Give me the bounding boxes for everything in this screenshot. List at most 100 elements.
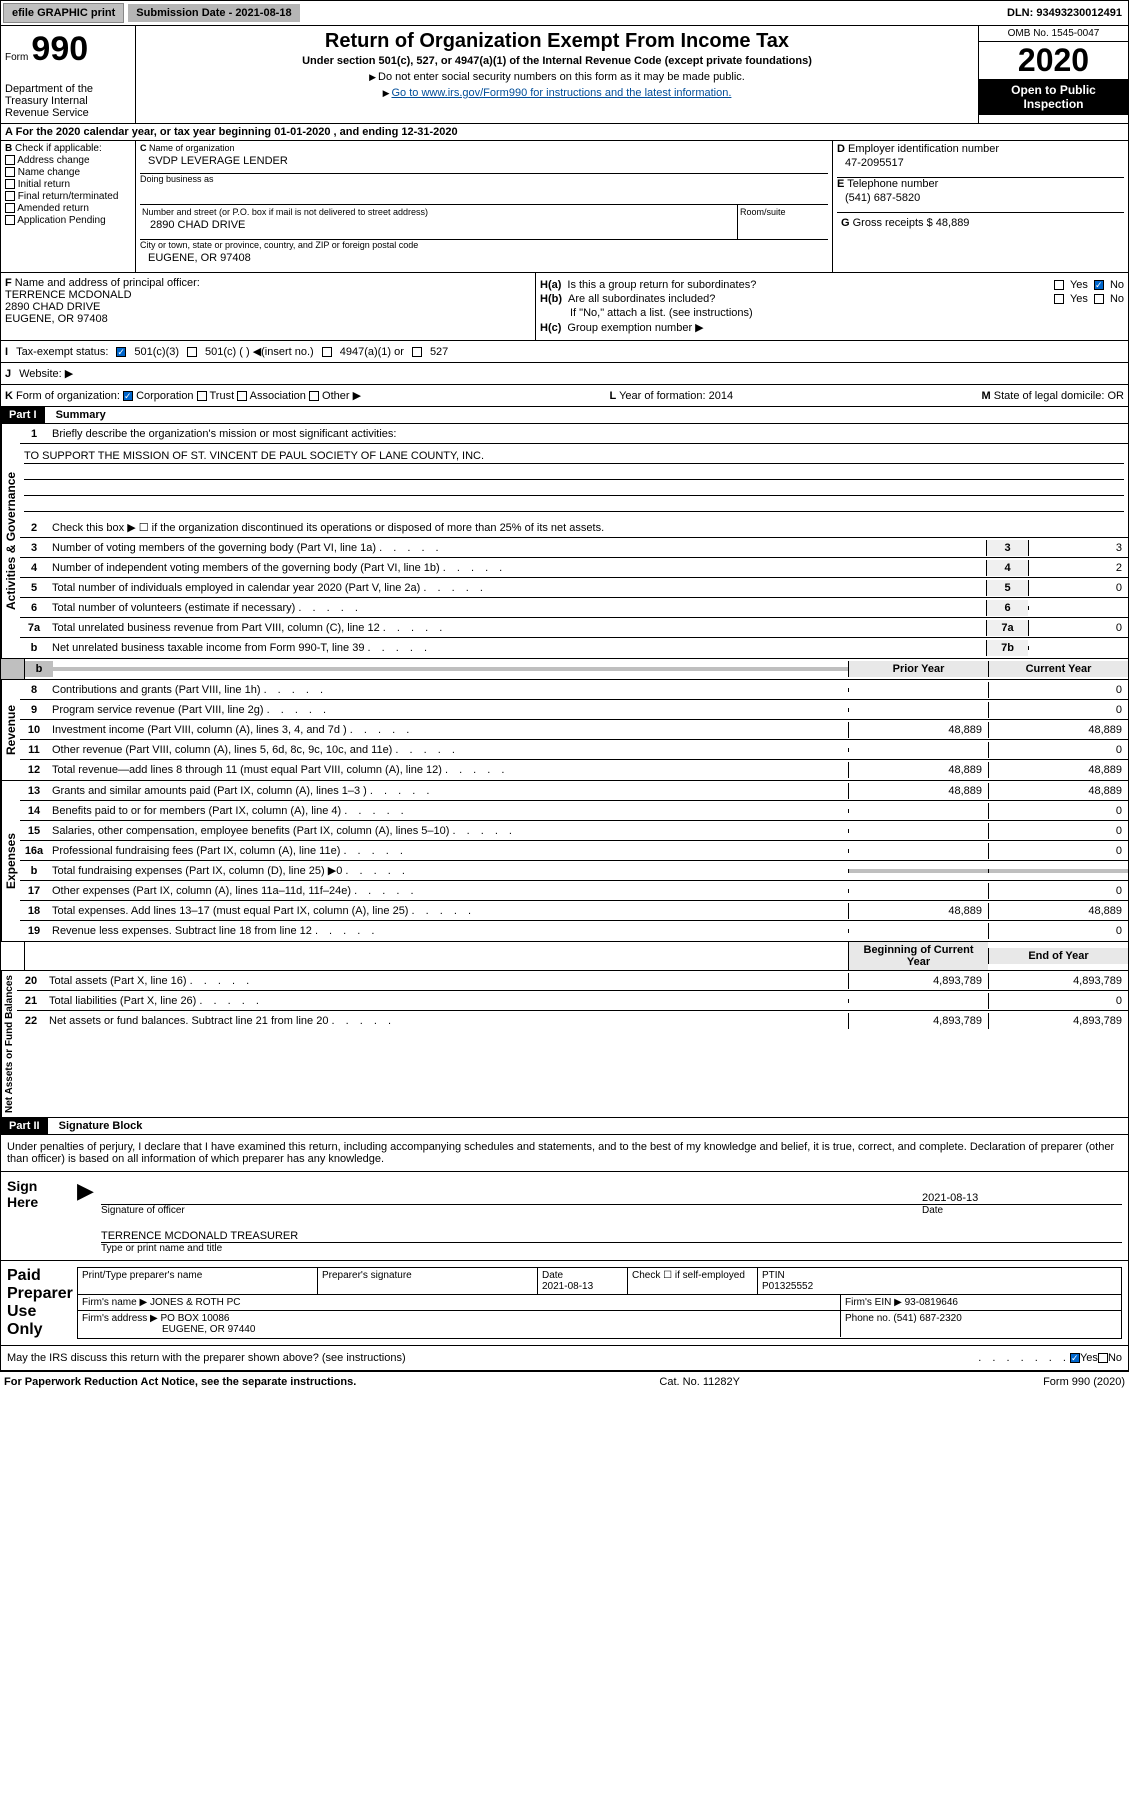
cb-amended[interactable]: Amended return [5, 203, 131, 214]
form-label: Form [5, 52, 28, 63]
cb-yes2[interactable] [1054, 294, 1064, 304]
part1-label: Part I [1, 407, 45, 423]
footer-cat: Cat. No. 11282Y [659, 1376, 740, 1388]
check-label: Check if applicable: [15, 143, 102, 154]
part2-label: Part II [1, 1118, 48, 1134]
officer-name: TERRENCE MCDONALD [5, 289, 132, 301]
firm-addr-label: Firm's address ▶ [82, 1313, 158, 1324]
cb-initial[interactable]: Initial return [5, 179, 131, 190]
part2-title: Signature Block [51, 1118, 151, 1134]
cb-no2[interactable] [1094, 294, 1104, 304]
vlabel-net: Net Assets or Fund Balances [1, 971, 17, 1117]
sign-here-label: Sign Here [7, 1178, 67, 1254]
h-a: Is this a group return for subordinates? [567, 279, 1048, 291]
part1-header: Part I Summary [0, 407, 1129, 424]
submission-date: Submission Date - 2021-08-18 [128, 4, 299, 22]
cb-discuss-yes[interactable] [1070, 1353, 1080, 1363]
footer-right: Form 990 (2020) [1043, 1376, 1125, 1388]
sig-officer-line[interactable] [101, 1192, 922, 1204]
cb-527[interactable] [412, 347, 422, 357]
opt-501c: 501(c) ( ) ◀(insert no.) [205, 345, 314, 358]
irs-link[interactable]: Go to www.irs.gov/Form990 for instructio… [391, 87, 731, 99]
org-name-label: Name of organization [149, 143, 235, 153]
sig-officer-label: Signature of officer [101, 1205, 922, 1216]
prep-date-label: Date [542, 1270, 563, 1281]
opt-501c3: 501(c)(3) [134, 346, 179, 358]
cb-yes[interactable] [1054, 280, 1064, 290]
section-a: A For the 2020 calendar year, or tax yea… [0, 124, 1129, 141]
cb-corp[interactable] [123, 391, 133, 401]
cb-discuss-no[interactable] [1098, 1353, 1108, 1363]
paid-preparer: Paid Preparer Use Only Print/Type prepar… [0, 1261, 1129, 1346]
cb-pending[interactable]: Application Pending [5, 215, 131, 226]
firm-city: EUGENE, OR 97440 [162, 1324, 255, 1335]
cb-final[interactable]: Final return/terminated [5, 191, 131, 202]
firm-ein: 93-0819646 [905, 1297, 958, 1308]
ein-label: Employer identification number [848, 143, 999, 155]
phone-val: (541) 687-2320 [893, 1313, 961, 1324]
street: 2890 CHAD DRIVE [150, 219, 735, 231]
cb-other[interactable] [309, 391, 319, 401]
end-year-hdr: End of Year [988, 948, 1128, 964]
k-label: Form of organization: [16, 390, 120, 402]
efile-print-button[interactable]: efile GRAPHIC print [3, 3, 124, 23]
officer-addr1: 2890 CHAD DRIVE [5, 301, 100, 313]
part1-governance: Activities & Governance 1Briefly describ… [0, 424, 1129, 659]
city: EUGENE, OR 97408 [148, 252, 828, 264]
street-label: Number and street (or P.O. box if mail i… [142, 207, 735, 217]
top-bar: efile GRAPHIC print Submission Date - 20… [0, 0, 1129, 26]
m-label: State of legal domicile: [994, 390, 1105, 402]
discuss-text: May the IRS discuss this return with the… [7, 1352, 978, 1364]
section-c: C Name of organization SVDP LEVERAGE LEN… [136, 141, 833, 272]
cb-4947[interactable] [322, 347, 332, 357]
cb-address[interactable]: Address change [5, 155, 131, 166]
note-link: Go to www.irs.gov/Form990 for instructio… [140, 87, 974, 99]
year-formation: 2014 [709, 390, 733, 402]
line2-text: Check this box ▶ ☐ if the organization d… [48, 519, 1128, 536]
prep-sig-label: Preparer's signature [318, 1268, 538, 1294]
cb-no[interactable] [1094, 280, 1104, 290]
opt-assoc: Association [250, 390, 306, 402]
opt-4947: 4947(a)(1) or [340, 346, 404, 358]
paid-preparer-label: Paid Preparer Use Only [7, 1267, 67, 1339]
part1-net: Net Assets or Fund Balances 20Total asse… [0, 971, 1129, 1118]
h-c: Group exemption number ▶ [567, 321, 703, 334]
form-subtitle: Under section 501(c), 527, or 4947(a)(1)… [140, 55, 974, 67]
phone: (541) 687-5820 [845, 192, 1124, 204]
check-self: Check ☐ if self-employed [628, 1268, 758, 1294]
footer: For Paperwork Reduction Act Notice, see … [0, 1371, 1129, 1392]
current-year-hdr: Current Year [988, 661, 1128, 677]
form-number: 990 [31, 30, 88, 68]
section-klm: K Form of organization: Corporation Trus… [0, 385, 1129, 407]
gross-label: Gross receipts $ [853, 217, 933, 229]
sig-date: 2021-08-13 [922, 1192, 1122, 1204]
l-label: Year of formation: [619, 390, 705, 402]
declaration: Under penalties of perjury, I declare th… [0, 1135, 1129, 1172]
section-f-h: F Name and address of principal officer:… [0, 273, 1129, 341]
row-bcde: B Check if applicable: Address change Na… [0, 141, 1129, 273]
tax-year: 2020 [979, 42, 1128, 79]
form-title: Return of Organization Exempt From Incom… [140, 30, 974, 53]
tax-year-line: For the 2020 calendar year, or tax year … [16, 126, 458, 138]
cb-501c[interactable] [187, 347, 197, 357]
line1-text: Briefly describe the organization's miss… [48, 426, 1128, 442]
officer-addr2: EUGENE, OR 97408 [5, 313, 108, 325]
cb-assoc[interactable] [237, 391, 247, 401]
part1-revenue: Revenue 8Contributions and grants (Part … [0, 680, 1129, 781]
phone-label2: Phone no. [845, 1313, 891, 1324]
section-j: J Website: ▶ [0, 363, 1129, 385]
cb-501c3[interactable] [116, 347, 126, 357]
prior-year-hdr: Prior Year [848, 661, 988, 677]
dln: DLN: 93493230012491 [1007, 7, 1126, 19]
cb-trust[interactable] [197, 391, 207, 401]
sign-here: Sign Here ▶ 2021-08-13 Signature of offi… [0, 1172, 1129, 1261]
room-suite: Room/suite [738, 205, 828, 239]
vlabel-governance: Activities & Governance [1, 424, 20, 658]
date-label: Date [922, 1205, 1122, 1216]
section-i: I Tax-exempt status: 501(c)(3) 501(c) ( … [0, 341, 1129, 363]
omb-number: OMB No. 1545-0047 [979, 26, 1128, 42]
cb-name[interactable]: Name change [5, 167, 131, 178]
org-name: SVDP LEVERAGE LENDER [148, 155, 828, 167]
mission-text: TO SUPPORT THE MISSION OF ST. VINCENT DE… [24, 450, 1124, 464]
begin-year-hdr: Beginning of Current Year [848, 942, 988, 970]
